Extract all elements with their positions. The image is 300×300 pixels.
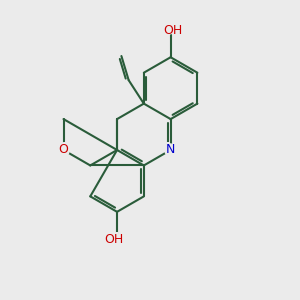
Text: OH: OH xyxy=(163,24,183,37)
Text: O: O xyxy=(57,142,70,158)
Text: OH: OH xyxy=(104,233,124,246)
Text: O: O xyxy=(58,143,68,157)
Circle shape xyxy=(58,144,69,156)
Circle shape xyxy=(165,144,176,156)
Text: OH: OH xyxy=(101,232,127,247)
Text: N: N xyxy=(166,143,175,157)
Text: OH: OH xyxy=(160,23,186,38)
Text: N: N xyxy=(164,142,177,158)
